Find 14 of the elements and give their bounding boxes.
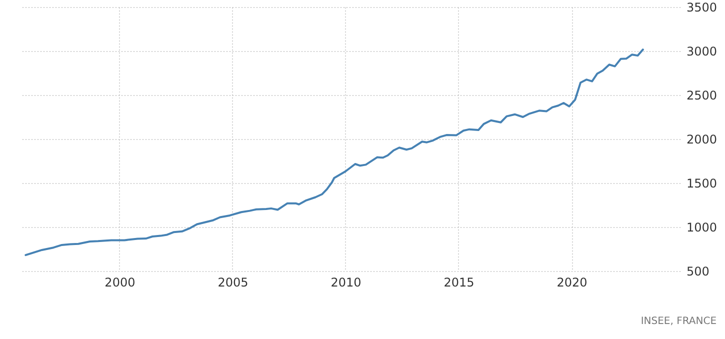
y-tick-label: 2000 — [686, 132, 718, 146]
line-series — [24, 48, 644, 256]
x-tick-label: 2005 — [218, 276, 248, 290]
y-tick-label: 2500 — [686, 88, 718, 102]
x-tick-label: 2010 — [330, 276, 362, 290]
y-tick-label: 500 — [686, 264, 710, 278]
y-tick-label: 3500 — [686, 0, 718, 14]
y-tick-label: 1000 — [686, 220, 718, 234]
x-tick-label: 2015 — [444, 276, 474, 290]
y-tick-label: 1500 — [686, 176, 718, 190]
x-tick-label: 2020 — [556, 276, 588, 290]
y-tick-label: 3000 — [686, 44, 718, 58]
x-tick-label: 2000 — [104, 276, 136, 290]
text: INSEE, FRANCE — [640, 316, 717, 327]
